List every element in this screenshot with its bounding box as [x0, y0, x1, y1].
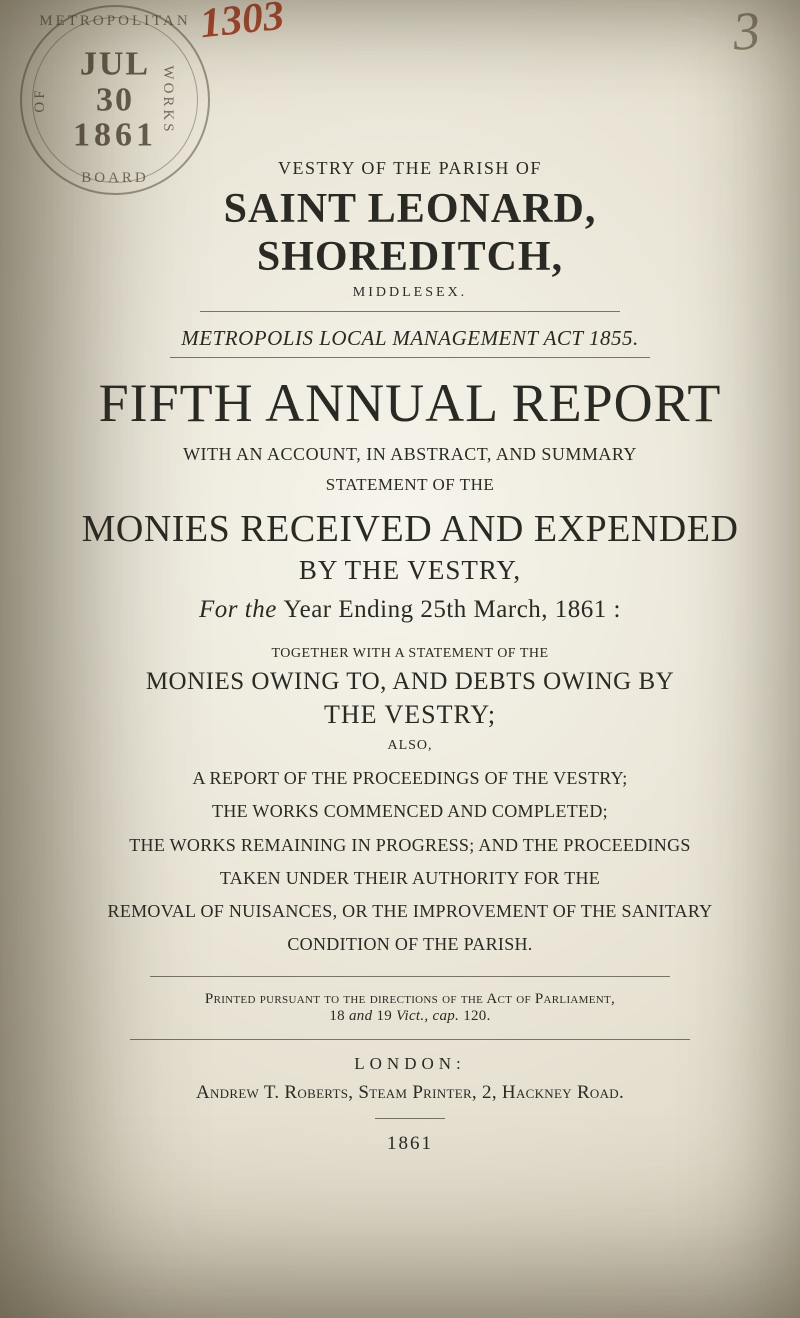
for-year-mid: Year Ending [284, 596, 421, 623]
stamp-date-month: JUL 30 [69, 46, 162, 117]
statement-of-line: STATEMENT OF THE [80, 475, 740, 495]
para-line: TAKEN UNDER THEIR AUTHORITY FOR THE [80, 862, 740, 895]
printed-line2c: 120. [463, 1008, 490, 1024]
stamp-date-year: 1861 [69, 118, 162, 154]
para-line: REMOVAL OF NUISANCES, OR THE IMPROVEMENT… [80, 895, 740, 928]
parish-title: SAINT LEONARD, SHOREDITCH, [80, 185, 740, 281]
printed-line2-ital1: and [349, 1008, 372, 1024]
imprint-city: LONDON: [80, 1054, 740, 1074]
printed-pursuant: Printed pursuant to the directions of th… [80, 991, 740, 1025]
printed-line2a: 18 [329, 1008, 349, 1024]
stamp-text-left: OF [32, 87, 49, 112]
imprint-year: 1861 [80, 1133, 740, 1155]
printed-line2b: 19 [376, 1008, 396, 1024]
handwritten-pencil-number: 3 [731, 0, 762, 63]
act-line: METROPOLIS LOCAL MANAGEMENT ACT 1855. [80, 326, 740, 351]
para-line: THE WORKS COMMENCED AND COMPLETED; [80, 795, 740, 828]
for-year-line: For the Year Ending 25th March, 1861 : [80, 596, 740, 624]
printed-line1: Printed pursuant to the directions of th… [205, 991, 615, 1007]
for-year-year: 1861 : [555, 596, 621, 623]
stamp-center: JUL 30 1861 [69, 46, 162, 153]
monies-line: MONIES RECEIVED AND EXPENDED [80, 507, 740, 551]
together-line: TOGETHER WITH A STATEMENT OF THE [80, 646, 740, 662]
rule [130, 1039, 690, 1040]
para-line: A REPORT OF THE PROCEEDINGS OF THE VESTR… [80, 762, 740, 795]
county-line: MIDDLESEX. [80, 285, 740, 301]
report-title: FIFTH ANNUAL REPORT [80, 372, 740, 434]
para-line: CONDITION OF THE PARISH. [80, 928, 740, 961]
para-line: THE WORKS REMAINING IN PROGRESS; AND THE… [80, 829, 740, 862]
imprint-publisher: Andrew T. Roberts, Steam Printer, 2, Hac… [80, 1082, 740, 1104]
by-vestry-line: BY THE VESTRY, [80, 555, 740, 586]
for-year-date: 25th March, [420, 596, 548, 623]
rule [200, 311, 620, 312]
for-year-prefix: For the [199, 596, 277, 623]
the-vestry-line: THE VESTRY; [80, 700, 740, 730]
vestry-of-line: VESTRY OF THE PARISH OF [80, 158, 740, 179]
rule [150, 976, 670, 977]
owing-line: MONIES OWING TO, AND DEBTS OWING BY [80, 668, 740, 696]
with-account-line: WITH AN ACCOUNT, IN ABSTRACT, AND SUMMAR… [80, 444, 740, 465]
rule [375, 1118, 445, 1119]
body-paragraph: A REPORT OF THE PROCEEDINGS OF THE VESTR… [80, 762, 740, 962]
rule [170, 357, 650, 358]
stamp-text-right: WORKS [159, 65, 176, 134]
also-line: ALSO, [80, 738, 740, 754]
stamp-text-top: METROPOLITAN [22, 13, 208, 30]
handwritten-red-number: 1303 [198, 0, 287, 48]
printed-line2-ital2: Vict., cap. [396, 1008, 459, 1024]
